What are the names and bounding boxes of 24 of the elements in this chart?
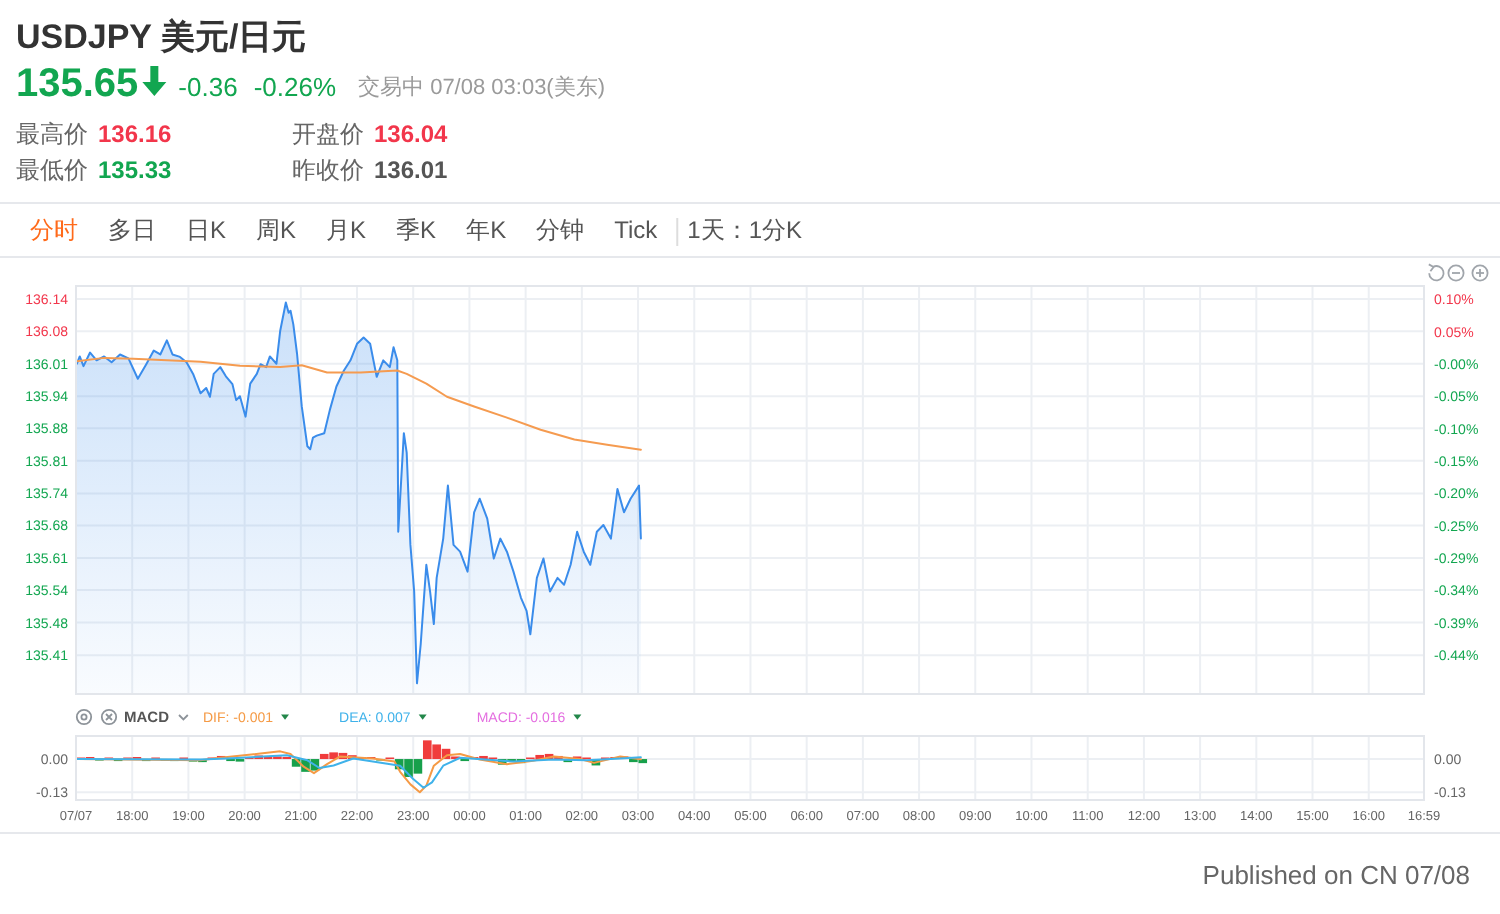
text: 最低价	[16, 156, 88, 184]
text: 135.65	[16, 62, 139, 106]
text: 月K	[326, 216, 367, 244]
text: 开盘价	[292, 120, 364, 148]
chart-title: USDJPY 美元/日元	[16, 18, 307, 56]
text: 最高价	[16, 120, 88, 148]
text: 136.16	[98, 120, 173, 148]
text: 136.01	[374, 156, 449, 184]
text: -0.26%	[253, 72, 337, 102]
text: 1天：1分K	[687, 216, 802, 244]
text: 135.33	[98, 156, 173, 184]
text: 季K	[396, 216, 437, 244]
text: Tick	[614, 216, 660, 244]
text: 分时	[30, 216, 78, 244]
text: 分钟	[536, 216, 585, 244]
text: 136.04	[374, 120, 449, 148]
text: 日K	[186, 216, 227, 244]
text: Published on CN 07/08	[1202, 860, 1470, 890]
text: 年K	[466, 216, 507, 244]
text: 周K	[256, 216, 297, 244]
text: 交易中 07/08 03:03(美东)	[358, 74, 606, 100]
text: 昨收价	[292, 156, 364, 184]
text: -0.36	[178, 72, 238, 102]
text: 多日	[108, 216, 156, 244]
